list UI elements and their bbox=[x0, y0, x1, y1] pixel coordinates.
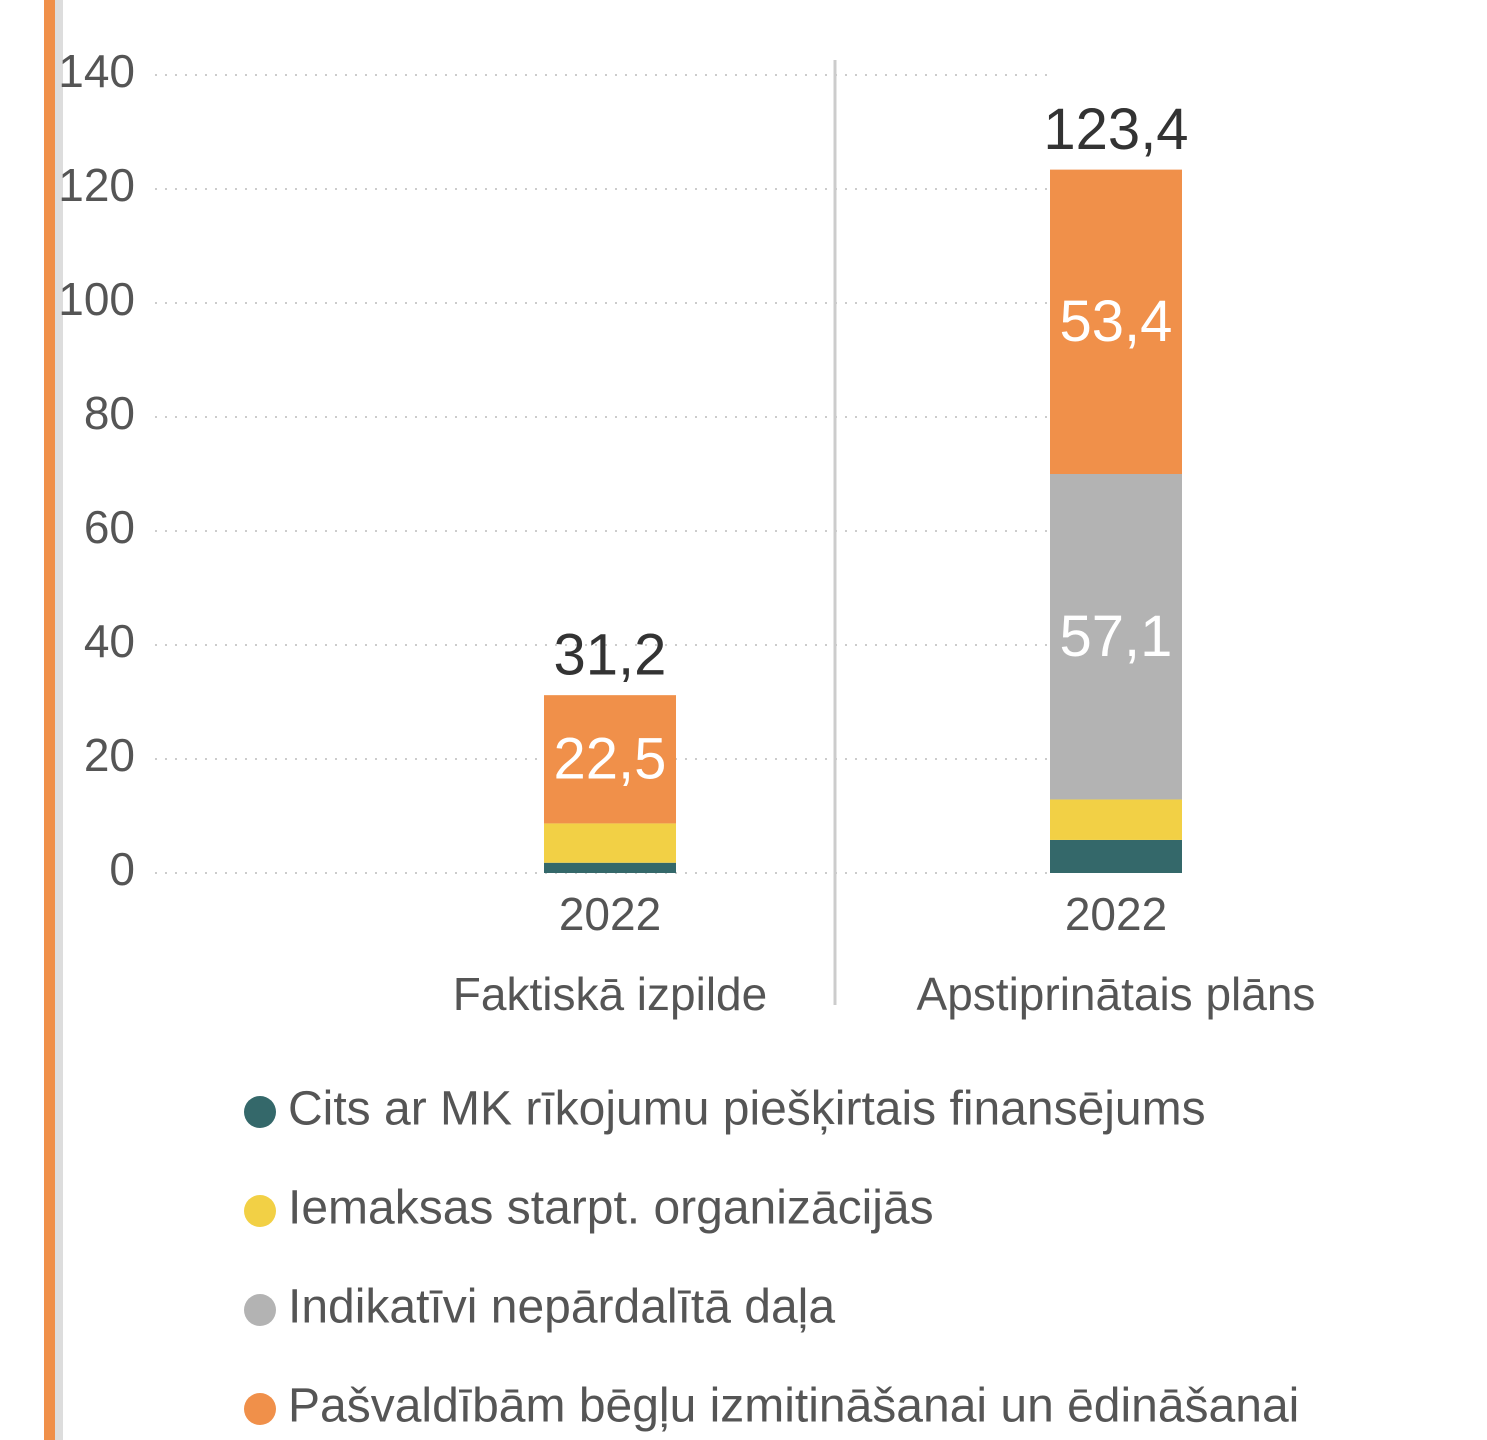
group-label: Faktiskā izpilde bbox=[453, 968, 767, 1020]
legend-marker bbox=[244, 1294, 276, 1326]
data-label: 22,5 bbox=[554, 727, 667, 792]
bar-segment bbox=[544, 862, 676, 873]
total-label: 123,4 bbox=[1043, 97, 1188, 162]
bar-segment bbox=[1050, 474, 1182, 800]
bar-segment bbox=[544, 695, 676, 824]
y-tick-label: 80 bbox=[84, 387, 135, 439]
bar-segment bbox=[1050, 839, 1182, 873]
bar-segment bbox=[544, 823, 676, 863]
y-tick-label: 0 bbox=[109, 843, 135, 895]
y-tick-label: 40 bbox=[84, 615, 135, 667]
legend-label: Indikatīvi nepārdalītā daļa bbox=[288, 1281, 835, 1334]
bar-segment bbox=[1050, 169, 1182, 474]
legend-label: Iemaksas starpt. organizācijās bbox=[288, 1182, 934, 1235]
legend-label: Cits ar MK rīkojumu piešķirtais finansēj… bbox=[288, 1083, 1206, 1136]
y-tick-label: 140 bbox=[58, 45, 135, 97]
total-label: 31,2 bbox=[554, 622, 667, 687]
y-tick-label: 60 bbox=[84, 501, 135, 553]
y-tick-label: 100 bbox=[58, 273, 135, 325]
group-label: Apstiprinātais plāns bbox=[917, 968, 1316, 1020]
data-label: 57,1 bbox=[1060, 604, 1173, 669]
legend-marker bbox=[244, 1096, 276, 1128]
accent-shadow bbox=[55, 0, 63, 1440]
x-tick-label: 2022 bbox=[559, 888, 661, 940]
legend-marker bbox=[244, 1195, 276, 1227]
y-tick-label: 20 bbox=[84, 729, 135, 781]
y-tick-label: 120 bbox=[58, 159, 135, 211]
x-tick-label: 2022 bbox=[1065, 888, 1167, 940]
legend-label: Pašvaldībām bēgļu izmitināšanai un ēdinā… bbox=[288, 1380, 1299, 1433]
data-label: 53,4 bbox=[1060, 289, 1173, 354]
accent-bar bbox=[44, 0, 55, 1440]
legend-marker bbox=[244, 1393, 276, 1425]
bar-segment bbox=[1050, 799, 1182, 840]
